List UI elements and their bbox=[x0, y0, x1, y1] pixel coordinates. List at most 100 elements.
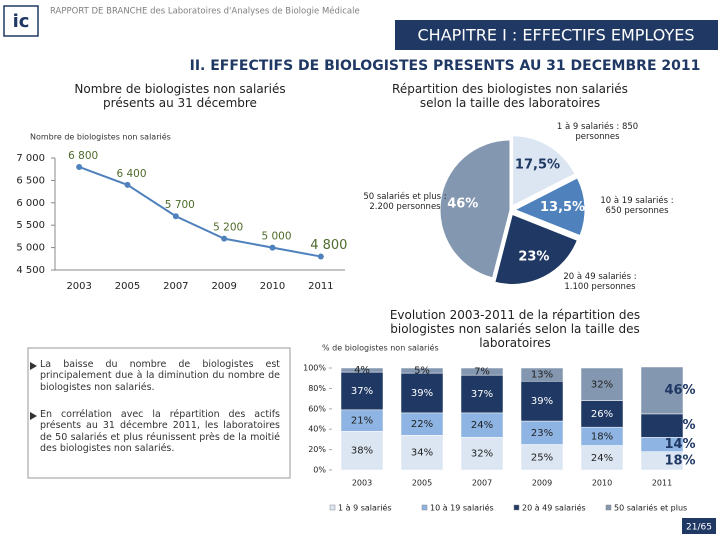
data-label: 22% bbox=[411, 419, 433, 430]
point bbox=[172, 213, 179, 220]
x-tick-label: 2005 bbox=[115, 281, 140, 292]
data-label: 18% bbox=[664, 453, 695, 468]
x-tick-label: 2011 bbox=[652, 479, 672, 488]
data-label: 17,5% bbox=[515, 158, 560, 173]
bullet bbox=[30, 412, 37, 420]
bullet bbox=[30, 362, 37, 370]
bar-segment bbox=[400, 372, 444, 414]
point bbox=[269, 244, 276, 251]
bar-segment bbox=[520, 381, 564, 422]
bar-segment bbox=[460, 437, 504, 471]
legend-label: 20 à 49 salariés bbox=[522, 503, 586, 513]
bar-segment bbox=[460, 367, 504, 376]
x-tick-label: 2007 bbox=[163, 281, 188, 292]
x-tick-label: 2010 bbox=[260, 281, 285, 292]
bar-segment bbox=[340, 371, 384, 411]
y-tick-label: 6 500 bbox=[16, 175, 45, 186]
pie-slice bbox=[494, 213, 579, 285]
note-box bbox=[27, 347, 291, 479]
bar-segment bbox=[580, 367, 624, 401]
point bbox=[317, 253, 324, 260]
data-label: 32% bbox=[591, 379, 613, 390]
data-label: 38% bbox=[351, 446, 373, 457]
bar-segment bbox=[520, 444, 564, 471]
data-label: 4% bbox=[354, 365, 370, 376]
data-label: 5 000 bbox=[261, 231, 291, 243]
annotation: 1 à 9 salariés : 850 personnes bbox=[556, 122, 639, 142]
chart-title: Nombre de biologistes non salariés prése… bbox=[74, 82, 286, 110]
bar-segment bbox=[460, 374, 504, 414]
logo: ic bbox=[13, 11, 30, 32]
data-label: 5 700 bbox=[165, 199, 195, 211]
section-title: II. EFFECTIFS DE BIOLOGISTES PRESENTS AU… bbox=[190, 58, 701, 74]
y-tick-label: 100% bbox=[303, 364, 326, 373]
data-label: 24% bbox=[591, 453, 613, 464]
legend-label: 50 salariés et plus bbox=[614, 503, 687, 513]
page-number-box bbox=[682, 518, 716, 534]
y-tick-label: 5 000 bbox=[16, 243, 45, 254]
data-label: 6 400 bbox=[116, 168, 146, 180]
data-label: 25% bbox=[531, 452, 553, 463]
data-label: 14% bbox=[664, 437, 695, 452]
legend-label: 1 à 9 salariés bbox=[338, 503, 392, 513]
point bbox=[76, 163, 83, 170]
data-label: 39% bbox=[411, 388, 433, 399]
bar-segment bbox=[340, 367, 384, 373]
y-tick-label: 6 000 bbox=[16, 198, 45, 209]
y-tick-label: 80% bbox=[308, 384, 326, 393]
chart-title: Evolution 2003-2011 de la répartition de… bbox=[389, 308, 641, 350]
pie-slice bbox=[513, 177, 586, 237]
point bbox=[124, 181, 131, 188]
annotation: 50 salariés et plus : 2.200 personnes bbox=[363, 192, 447, 212]
data-label: 6 800 bbox=[68, 150, 98, 162]
data-label: 34% bbox=[411, 448, 433, 459]
report-title: RAPPORT DE BRANCHE des Laboratoires d'An… bbox=[50, 6, 360, 17]
y-tick-label: 40% bbox=[308, 425, 326, 434]
data-label: 46% bbox=[664, 383, 695, 398]
legend-swatch bbox=[421, 504, 428, 511]
pie-slice bbox=[512, 135, 576, 207]
bar-segment bbox=[340, 430, 384, 471]
data-label: 4 800 bbox=[310, 238, 347, 253]
data-label: 5 200 bbox=[213, 222, 243, 234]
data-label: 37% bbox=[351, 386, 373, 397]
page-number: 21/65 bbox=[686, 523, 712, 533]
x-tick-label: 2009 bbox=[532, 479, 552, 488]
x-tick-label: 2005 bbox=[412, 479, 432, 488]
x-tick-label: 2011 bbox=[308, 281, 333, 292]
logo-box bbox=[3, 5, 39, 37]
data-label: 46% bbox=[447, 197, 478, 212]
data-label: 13% bbox=[531, 370, 553, 381]
note: La baisse du nombre de biologistes est p… bbox=[40, 359, 280, 393]
pie-slice bbox=[439, 139, 511, 279]
legend-swatch bbox=[329, 504, 336, 511]
x-tick-label: 2007 bbox=[472, 479, 492, 488]
legend-swatch bbox=[605, 504, 612, 511]
x-tick-label: 2003 bbox=[352, 479, 372, 488]
point bbox=[221, 235, 228, 242]
bar-segment bbox=[400, 435, 444, 471]
note: En corrélation avec la répartition des a… bbox=[40, 409, 280, 455]
x-tick-label: 2009 bbox=[211, 281, 236, 292]
y-tick-label: 20% bbox=[308, 445, 326, 454]
line bbox=[78, 166, 322, 258]
bar-segment bbox=[400, 367, 444, 374]
y-axis-label: Nombre de biologistes non salariés bbox=[30, 132, 171, 142]
legend-label: 10 à 19 salariés bbox=[430, 503, 494, 513]
annotation: 10 à 19 salariés : 650 personnes bbox=[600, 196, 674, 216]
annotation: 20 à 49 salariés : 1.100 personnes bbox=[563, 272, 637, 292]
y-tick-label: 4 500 bbox=[16, 265, 45, 276]
data-label: 23% bbox=[518, 249, 549, 264]
data-label: 7% bbox=[474, 367, 490, 378]
data-label: 13,5% bbox=[540, 200, 585, 215]
bar-segment bbox=[520, 367, 564, 382]
data-label: 18% bbox=[591, 431, 613, 442]
data-label: 5% bbox=[414, 366, 430, 377]
y-tick-label: 7 000 bbox=[16, 153, 45, 164]
y-tick-label: 60% bbox=[308, 404, 326, 413]
data-label: 26% bbox=[591, 409, 613, 420]
bar-segment bbox=[580, 445, 624, 471]
chapter-bar bbox=[395, 20, 718, 50]
